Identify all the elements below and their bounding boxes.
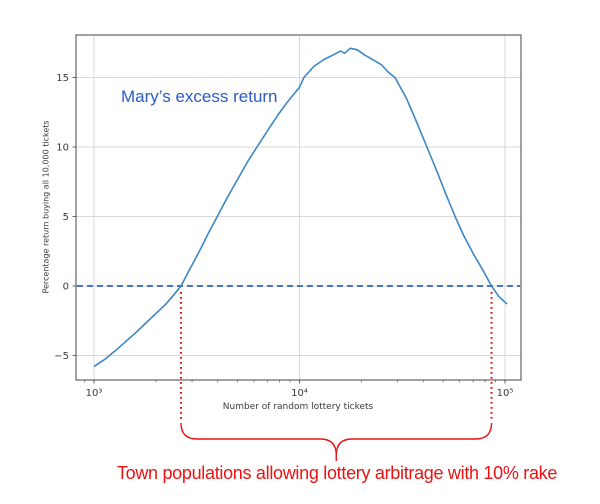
- x-tick-label: 10³: [86, 388, 103, 399]
- y-tick-label: 10: [56, 143, 69, 154]
- x-tick-label: 10⁴: [291, 388, 308, 399]
- plot-border: [75, 34, 522, 381]
- y-tick-label: 0: [63, 282, 69, 293]
- bracket-annotation: Town populations allowing lottery arbitr…: [116, 463, 558, 483]
- x-tick-label: 10⁵: [497, 388, 514, 399]
- excess-return-curve: [93, 47, 508, 368]
- y-tick-label: −5: [54, 351, 69, 362]
- y-tick-label: 5: [63, 212, 69, 223]
- y-axis-label: Percentage return buying all 10,000 tick…: [41, 120, 51, 294]
- tick-labels: 10³ 10⁴ 10⁵ 15 10 5 0 −5: [54, 73, 513, 399]
- x-axis-label: Number of random lottery tickets: [222, 402, 374, 412]
- series-annotation: Mary’s excess return: [121, 87, 278, 106]
- axis-ticks: [72, 77, 506, 384]
- arbitrage-range-brace: [180, 422, 493, 461]
- y-tick-label: 15: [56, 73, 69, 84]
